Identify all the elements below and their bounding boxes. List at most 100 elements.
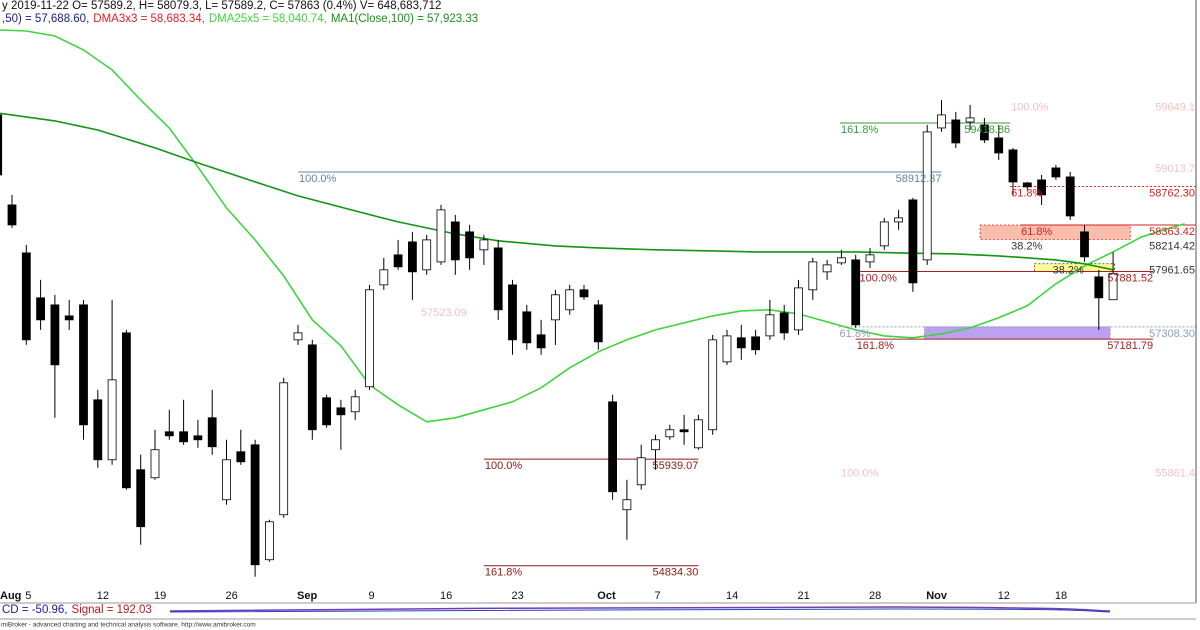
candle-body (236, 451, 246, 463)
header-quote: y 2019-11-22 O= 57589.2, H= 58079.3, L= … (2, 0, 441, 12)
fib-price-label: 55939.07 (653, 460, 699, 472)
fib-price-label: 57181.79 (1107, 340, 1153, 352)
candle-body (865, 254, 875, 263)
candle-body (322, 397, 332, 426)
candle-body (980, 124, 989, 141)
macd-legend: CD = -50.96, Signal = 192.03 (2, 604, 152, 616)
candle-body (608, 401, 617, 493)
fib-price-label: 57308.30 (1149, 328, 1195, 340)
candle-body (264, 521, 274, 561)
candle-body (193, 435, 203, 441)
legend-entry: MA1(Close,100) = 57,923.33 (331, 13, 478, 25)
x-tick-label: 21 (798, 590, 810, 602)
fib-price-label: 55861.4 (1155, 468, 1195, 480)
fib-price-label: 58363.42 (1149, 226, 1195, 238)
candle-body (965, 117, 975, 123)
candle-body (1080, 231, 1089, 258)
candle-body (93, 399, 103, 461)
x-tick-label: 9 (369, 590, 375, 602)
candle-body (1022, 182, 1032, 188)
candle-body (879, 221, 889, 247)
x-tick-label: 12 (998, 590, 1010, 602)
candle-body (765, 314, 775, 337)
fib-pct-label: 100.0% (1011, 102, 1049, 114)
fib-price-label: 57523.09 (421, 307, 467, 319)
fib-zone (979, 224, 1131, 240)
candle-body (493, 247, 503, 311)
fib-price-label: 57961.65 (1149, 265, 1195, 277)
candle-body (622, 499, 632, 511)
candle-body (365, 289, 374, 388)
candle-body (1065, 176, 1075, 217)
plot-area: 100.0% 58912.37 100.0% 55939.07 161.8% 54834.… (0, 29, 1196, 579)
candle-body (122, 332, 131, 489)
candle-body (1051, 167, 1061, 178)
x-tick-label: 26 (226, 590, 238, 602)
candle-body (379, 269, 389, 286)
candle-body (336, 407, 346, 416)
legend: ,50) = 57,688.60, DMA3x3 = 58,683.34, DMA2… (2, 13, 478, 25)
candle-body (450, 221, 460, 261)
fib-price-label: 58214.42 (1149, 240, 1195, 252)
candle-body (21, 252, 31, 341)
candle-body (422, 239, 432, 271)
candle-body (307, 344, 317, 431)
x-tick-label: 18 (1055, 590, 1067, 602)
fib-price-label: 59013.7 (1155, 163, 1195, 175)
candle-body (636, 457, 646, 486)
candle-body (1037, 179, 1046, 196)
candle-body (1108, 272, 1118, 301)
candle-body (79, 304, 88, 426)
candle-body (279, 382, 289, 516)
candle-body (937, 114, 946, 129)
footer: miBroker - advanced charting and technic… (1, 622, 256, 629)
candle-body (436, 209, 446, 263)
macd-entry: CD = -50.96, (2, 604, 68, 616)
candle-body (222, 459, 231, 501)
candle-body (894, 217, 903, 223)
x-tick-label: Aug (0, 590, 21, 602)
candle-body (0, 114, 3, 176)
legend-entry: DMA3x3 = 58,683.34, (93, 13, 205, 25)
candle-body (922, 131, 932, 261)
fib-zone (1034, 263, 1115, 272)
x-tick-label: 7 (655, 590, 661, 602)
legend-entry: DMA25x5 = 58,040.74, (209, 13, 327, 25)
candle-body (708, 339, 718, 431)
candle-body (536, 334, 546, 349)
fib-price-label: 59649.1 (1155, 102, 1195, 114)
candle-body (393, 254, 403, 268)
fib-pct-label: 38.2% (1053, 265, 1084, 277)
candle-body (837, 257, 846, 264)
candle-body (779, 312, 789, 334)
candle-body (36, 297, 45, 321)
legend-entry: ,50) = 57,688.60, (2, 13, 89, 25)
candle-body (751, 336, 760, 351)
candle-body (794, 287, 803, 331)
fib-pct-label: 61.8% (1021, 226, 1052, 238)
x-tick-label: 5 (25, 590, 31, 602)
x-tick-label: 28 (869, 590, 881, 602)
candle-body (722, 335, 732, 363)
fib-price-label: 58912.37 (896, 173, 942, 185)
candle-body (994, 137, 1004, 154)
candle-body (579, 289, 589, 298)
candle-body (822, 264, 832, 273)
candle-body (694, 419, 703, 449)
candle-body (150, 449, 160, 479)
fib-zone (923, 326, 1111, 340)
candle-body (136, 469, 146, 528)
candle-body (207, 417, 217, 448)
fib-pct-label: 161.8% (485, 567, 523, 579)
x-tick-label: 23 (512, 590, 524, 602)
fib-pct-label: 61.8% (840, 328, 871, 340)
candle-body (808, 261, 818, 291)
ma-line (0, 112, 1114, 271)
candle-body (250, 444, 260, 566)
x-tick-label: 12 (97, 590, 109, 602)
candle-body (50, 304, 60, 366)
candle-body (593, 304, 603, 343)
candle-body (736, 337, 746, 349)
candle-body (651, 439, 660, 451)
